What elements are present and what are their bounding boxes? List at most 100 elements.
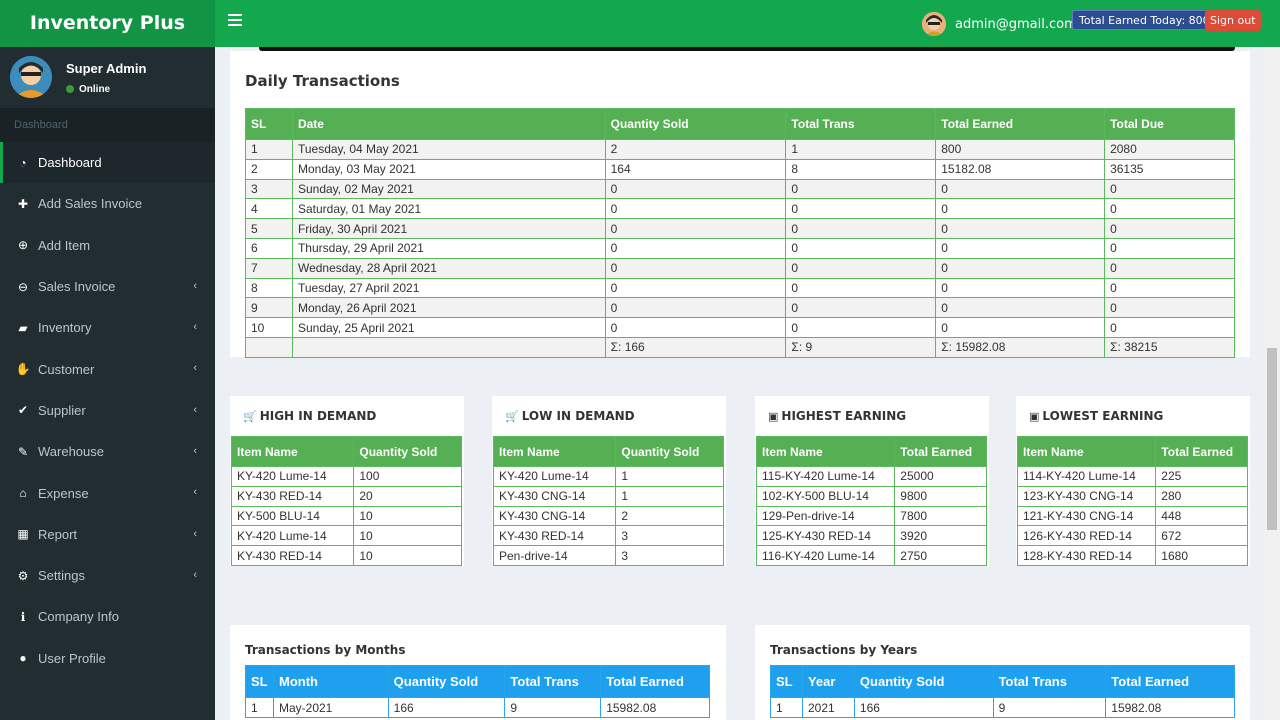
page-scrollbar[interactable]	[1264, 47, 1280, 720]
table-cell: KY-500 BLU-14	[230, 505, 355, 527]
column-header: Quantity Sold	[615, 436, 724, 467]
panel-title-text: LOW IN DEMAND	[521, 409, 635, 423]
sidebar-item-label: Company Info	[38, 609, 119, 625]
scrollbar-thumb[interactable]	[1267, 348, 1277, 530]
table-row: 129-Pen-drive-14 7800	[755, 505, 987, 527]
sidebar-item-supplier[interactable]: ✔ Supplier ‹	[0, 390, 215, 431]
panel-title: ▣ HIGHEST EARNING	[768, 409, 906, 423]
plus-icon: ✚	[17, 196, 29, 211]
briefcase-icon: ▰	[18, 320, 28, 335]
total-cell	[291, 336, 606, 358]
table-cell: 0	[604, 198, 787, 220]
status-label: Online	[79, 84, 111, 95]
table-cell: 0	[604, 277, 787, 299]
table-cell: Pen-drive-14	[492, 545, 617, 566]
user-icon: ●	[19, 651, 27, 666]
sidebar-item-settings[interactable]: ⚙ Settings ‹	[0, 555, 215, 596]
check-circle-icon: ✔	[17, 403, 29, 418]
table-row: 1 2021 166 9 15982.08	[770, 697, 1235, 718]
app-logo[interactable]: Inventory Plus	[0, 0, 215, 47]
table-cell: 0	[604, 218, 787, 239]
sidebar-item-warehouse[interactable]: ✎ Warehouse ‹	[0, 431, 215, 472]
table-row: 123-KY-430 CNG-14 280	[1016, 485, 1248, 507]
sidebar-item-label: Customer	[38, 361, 95, 377]
table-row: KY-430 RED-14 3	[492, 525, 724, 547]
totals-row: Σ: 166 Σ: 9 Σ: 15982.08 Σ: 38215	[245, 336, 1235, 358]
table-cell: 116-KY-420 Lume-14	[755, 545, 896, 566]
table-body: 1 2021 166 9 15982.08	[770, 697, 1235, 718]
table-row: KY-430 RED-14 20	[230, 485, 462, 507]
table-cell: 115-KY-420 Lume-14	[755, 466, 896, 487]
table-cell: 3	[615, 525, 724, 547]
table-cell: 129-Pen-drive-14	[755, 505, 896, 527]
table-row: 2 Monday, 03 May 2021 164 8 15182.08 36135	[245, 158, 1235, 180]
panel-table: Item Name Quantity Sold KY-420 Lume-14 1 KY-…	[492, 436, 724, 566]
sidebar-item-add-sales-invoice[interactable]: ✚ Add Sales Invoice	[0, 183, 215, 224]
sidebar-item-report[interactable]: ▦ Report ‹	[0, 514, 215, 555]
table-cell: 0	[935, 237, 1106, 259]
table-cell: 0	[604, 237, 787, 259]
table-cell: 0	[785, 317, 937, 338]
sidebar-item-sales-invoice[interactable]: ⊖ Sales Invoice ‹	[0, 266, 215, 307]
table-header-row: SL Month Quantity Sold Total Trans Total Ear…	[245, 665, 710, 698]
table-cell: 102-KY-500 BLU-14	[755, 485, 896, 507]
column-header: Total Due	[1104, 108, 1235, 140]
table-body: KY-420 Lume-14 1 KY-430 CNG-14 1 KY-430 CNG-…	[492, 466, 724, 566]
table-row: KY-420 Lume-14 1	[492, 466, 724, 487]
table-cell: 166	[387, 697, 506, 718]
sidebar-item-label: Add Item	[38, 237, 91, 253]
sidebar-item-dashboard[interactable]: ◔ Dashboard	[0, 142, 215, 184]
months-table: SL Month Quantity Sold Total Trans Total Ear…	[245, 665, 710, 718]
sidebar-item-company-info[interactable]: ℹ Company Info	[0, 596, 215, 637]
table-cell: 126-KY-430 RED-14	[1016, 525, 1157, 547]
sidebar-item-label: Sales Invoice	[38, 279, 116, 295]
sidebar-item-add-item[interactable]: ⊕ Add Item	[0, 225, 215, 266]
table-cell: 0	[604, 257, 787, 279]
total-cell	[245, 336, 293, 358]
sidebar-item-expense[interactable]: ⌂ Expense ‹	[0, 472, 215, 513]
table-cell: 1680	[1155, 545, 1248, 566]
table-row: 7 Wednesday, 28 April 2021 0 0 0 0	[245, 257, 1235, 279]
table-cell: 164	[604, 158, 787, 180]
sidebar-item-user-profile[interactable]: ● User Profile	[0, 638, 215, 679]
table-cell: Sunday, 25 April 2021	[291, 317, 606, 338]
table-cell: 0	[1104, 297, 1235, 319]
table-cell: 20	[353, 485, 462, 507]
table-cell: 0	[1104, 257, 1235, 279]
column-header: Item Name	[230, 436, 355, 467]
table-cell: 0	[935, 178, 1106, 200]
months-box: Transactions by Months SL Month Quantity S…	[230, 625, 726, 720]
table-cell: 0	[1104, 198, 1235, 220]
column-header: Quantity Sold	[387, 665, 506, 698]
table-row: 125-KY-430 RED-14 3920	[755, 525, 987, 547]
years-table: SL Year Quantity Sold Total Trans Total Earn…	[770, 665, 1235, 718]
user-name: Super Admin	[66, 61, 147, 76]
user-menu[interactable]: admin@gmail.com	[922, 12, 1077, 36]
minus-circle-icon: ⊖	[17, 279, 29, 294]
table-row: 10 Sunday, 25 April 2021 0 0 0 0	[245, 317, 1235, 338]
table-cell: 0	[785, 237, 937, 259]
table-cell: 15982.08	[1105, 697, 1235, 718]
table-cell: Sunday, 02 May 2021	[291, 178, 606, 200]
table-cell: 2080	[1104, 139, 1235, 160]
cart-icon: 🛒	[243, 409, 257, 423]
years-box: Transactions by Years SL Year Quantity Sol…	[755, 625, 1250, 720]
table-row: 3 Sunday, 02 May 2021 0 0 0 0	[245, 178, 1235, 200]
table-cell: 0	[604, 317, 787, 338]
sidebar-item-inventory[interactable]: ▰ Inventory ‹	[0, 307, 215, 348]
table-row: 128-KY-430 RED-14 1680	[1016, 545, 1248, 566]
table-cell: 0	[785, 198, 937, 220]
sidebar-item-customer[interactable]: ✋ Customer ‹	[0, 348, 215, 389]
column-header: Total Earned	[935, 108, 1106, 140]
table-cell: 0	[1104, 178, 1235, 200]
signout-button[interactable]: Sign out	[1205, 10, 1261, 31]
menu-toggle-icon[interactable]	[228, 14, 242, 26]
table-cell: 800	[935, 139, 1106, 160]
table-cell: 25000	[894, 466, 987, 487]
avatar	[10, 56, 52, 98]
sidebar: Super Admin Online Dashboard ◔ Dashboard ✚…	[0, 47, 215, 720]
table-cell: 0	[785, 257, 937, 279]
table-cell: 8	[245, 277, 293, 299]
daily-transactions-table: SL Date Quantity Sold Total Trans Total Earn…	[245, 108, 1235, 358]
money-icon: ▣	[768, 409, 779, 423]
